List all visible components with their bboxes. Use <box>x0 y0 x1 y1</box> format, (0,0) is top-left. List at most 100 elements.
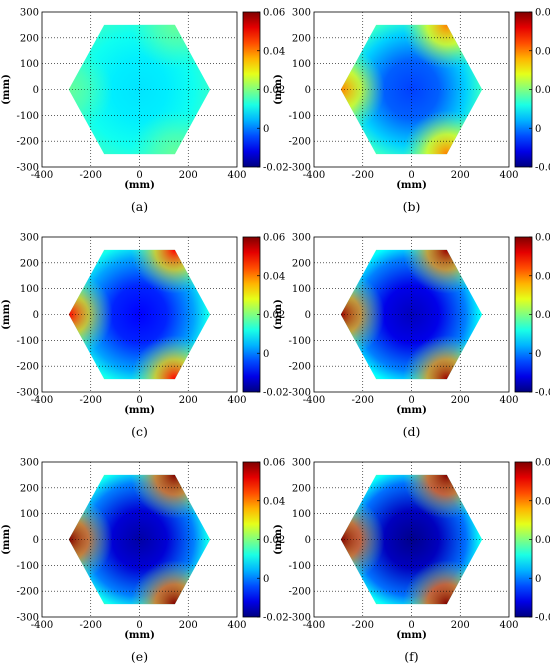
x-tick-label: -400 <box>31 395 53 406</box>
y-tick-label: -300 <box>289 388 311 399</box>
x-tick-label: 200 <box>451 170 470 181</box>
x-tick-label: 0 <box>408 395 414 406</box>
x-tick-label: -400 <box>31 170 53 181</box>
colorbar-tick-label: 0.04 <box>535 46 550 57</box>
x-tick-label: 400 <box>227 620 246 631</box>
y-tick-label: 200 <box>20 33 39 44</box>
y-tick-label: 200 <box>20 258 39 269</box>
panel-caption: (c) <box>131 424 148 439</box>
y-tick-label: 200 <box>20 483 39 494</box>
y-tick-label: 300 <box>20 458 39 469</box>
x-tick-label: 400 <box>499 620 518 631</box>
y-tick-label: -300 <box>289 163 311 174</box>
colorbar-tick-label: -0.02 <box>263 613 289 624</box>
x-axis-label: (mm) <box>124 630 155 641</box>
panel-caption: (a) <box>131 199 148 214</box>
colorbar-tick-label: 0.06 <box>263 233 285 244</box>
x-tick-label: 200 <box>179 395 198 406</box>
panel-caption: (d) <box>403 424 421 439</box>
colorbar-tick-label: 0.04 <box>263 46 285 57</box>
colorbar-tick-label: 0.02 <box>263 310 285 321</box>
colorbar-tick-label: 0.06 <box>535 233 550 244</box>
colorbar-tick-label: 0.06 <box>535 8 550 19</box>
y-tick-label: 300 <box>20 8 39 19</box>
colorbar-tick-label: 0 <box>263 574 269 585</box>
y-tick-label: 100 <box>292 509 311 520</box>
colorbar-tick-label: 0.02 <box>263 85 285 96</box>
x-tick-label: 0 <box>408 620 414 631</box>
x-tick-label: 0 <box>408 170 414 181</box>
x-tick-label: -400 <box>303 170 325 181</box>
colorbar-tick-label: 0.02 <box>535 85 550 96</box>
colorbar-tick-label: 0 <box>535 349 541 360</box>
x-axis-label: (mm) <box>396 630 427 641</box>
y-axis-label: (mm) <box>273 299 284 330</box>
panel-f: -400 -200 0 200 400 300 200 100 0 -100 -200 -300 (mm… <box>273 458 550 665</box>
colorbar-tick-label: 0 <box>263 124 269 135</box>
colorbar-tick-label: 0 <box>535 124 541 135</box>
y-tick-label: 0 <box>305 535 311 546</box>
panel-d: -400 -200 0 200 400 300 200 100 0 -100 -200 -300 (mm… <box>273 233 550 440</box>
colorbar-tick-label: 0.02 <box>263 535 285 546</box>
y-tick-label: -100 <box>17 336 39 347</box>
y-tick-label: -200 <box>17 587 39 598</box>
x-tick-label: 0 <box>136 170 142 181</box>
colorbar-tick-label: 0.06 <box>263 8 285 19</box>
x-tick-label: 200 <box>451 395 470 406</box>
panel-c: -400 -200 0 200 400 300 200 100 0 -100 -200 -300 (mm… <box>1 233 289 440</box>
y-tick-label: 200 <box>292 33 311 44</box>
x-axis-label: (mm) <box>396 180 427 191</box>
x-tick-label: -200 <box>352 395 374 406</box>
colorbar-tick-label: -0.02 <box>263 163 289 174</box>
panel-caption: (f) <box>404 649 418 664</box>
y-tick-label: -200 <box>289 587 311 598</box>
y-tick-label: -100 <box>289 561 311 572</box>
y-axis-label: (mm) <box>1 299 12 330</box>
colorbar-tick-label: 0.04 <box>535 271 550 282</box>
colorbar-tick-label: 0.02 <box>535 535 550 546</box>
x-tick-label: 200 <box>179 170 198 181</box>
y-tick-label: -200 <box>17 137 39 148</box>
colorbar-tick-label: 0 <box>535 574 541 585</box>
colorbar-tick-label: 0.02 <box>535 310 550 321</box>
colorbar-tick-label: -0.02 <box>535 613 550 624</box>
x-axis-label: (mm) <box>396 405 427 416</box>
x-tick-label: -400 <box>31 620 53 631</box>
panel-caption: (b) <box>403 199 421 214</box>
y-axis-label: (mm) <box>273 524 284 555</box>
y-tick-label: 300 <box>292 8 311 19</box>
y-tick-label: 0 <box>33 310 39 321</box>
colorbar-tick-label: 0.06 <box>535 458 550 469</box>
x-tick-label: 0 <box>136 395 142 406</box>
x-tick-label: 200 <box>179 620 198 631</box>
x-axis-label: (mm) <box>124 405 155 416</box>
y-tick-label: -200 <box>289 362 311 373</box>
colorbar-tick-label: 0.04 <box>263 496 285 507</box>
x-tick-label: 0 <box>136 620 142 631</box>
y-tick-label: -300 <box>17 388 39 399</box>
y-tick-label: 300 <box>20 233 39 244</box>
x-tick-label: -200 <box>80 395 102 406</box>
colorbar-tick-label: 0.06 <box>263 458 285 469</box>
x-tick-label: 400 <box>227 170 246 181</box>
y-tick-label: 200 <box>292 483 311 494</box>
colorbar-tick-label: -0.02 <box>263 388 289 399</box>
colorbar-tick-label: -0.02 <box>535 163 550 174</box>
x-tick-label: 400 <box>227 395 246 406</box>
y-tick-label: 100 <box>20 59 39 70</box>
colorbar-tick-label: -0.02 <box>535 388 550 399</box>
y-tick-label: -100 <box>289 336 311 347</box>
y-axis-label: (mm) <box>273 74 284 105</box>
x-tick-label: -400 <box>303 395 325 406</box>
y-axis-label: (mm) <box>1 74 12 105</box>
x-tick-label: 400 <box>499 395 518 406</box>
x-axis-label: (mm) <box>124 180 155 191</box>
y-tick-label: 0 <box>33 535 39 546</box>
x-tick-label: -200 <box>352 170 374 181</box>
y-tick-label: -200 <box>17 362 39 373</box>
colorbar-tick-label: 0 <box>263 349 269 360</box>
x-tick-label: -200 <box>80 620 102 631</box>
y-tick-label: -100 <box>289 111 311 122</box>
